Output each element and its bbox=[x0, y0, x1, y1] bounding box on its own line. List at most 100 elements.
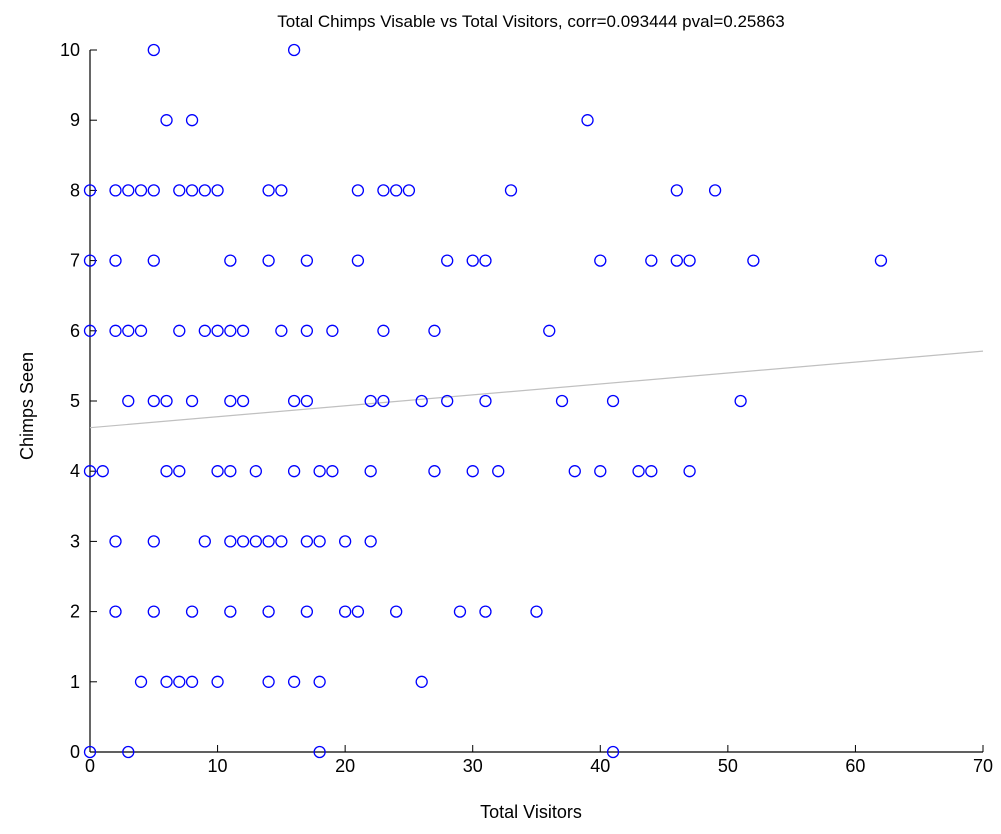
data-point bbox=[173, 184, 186, 197]
data-point bbox=[224, 465, 237, 478]
data-point bbox=[236, 324, 250, 337]
data-point bbox=[683, 465, 696, 478]
data-point bbox=[160, 394, 173, 408]
data-point bbox=[275, 535, 288, 548]
data-point bbox=[530, 605, 543, 618]
data-point bbox=[275, 324, 288, 337]
data-point bbox=[236, 394, 250, 408]
data-point bbox=[300, 394, 314, 408]
data-point bbox=[466, 254, 479, 267]
x-tick-label: 10 bbox=[208, 756, 228, 776]
data-point bbox=[109, 605, 122, 618]
data-point bbox=[122, 745, 135, 759]
data-point bbox=[338, 605, 352, 618]
y-tick-label: 1 bbox=[70, 672, 80, 692]
data-point bbox=[287, 394, 301, 408]
data-point bbox=[364, 394, 377, 408]
data-point bbox=[428, 465, 441, 478]
data-point bbox=[377, 394, 390, 408]
data-point bbox=[351, 184, 365, 197]
data-point bbox=[313, 675, 326, 688]
regression-fit-line bbox=[89, 350, 984, 429]
data-point bbox=[543, 324, 556, 337]
data-point bbox=[453, 605, 467, 618]
data-point bbox=[96, 465, 109, 478]
x-tick-label: 50 bbox=[718, 756, 738, 776]
data-point bbox=[224, 324, 237, 337]
y-tick-label: 8 bbox=[70, 180, 80, 200]
data-point bbox=[224, 605, 237, 618]
fit-line-layer bbox=[89, 350, 984, 429]
data-point bbox=[160, 114, 173, 127]
data-point bbox=[594, 254, 607, 267]
y-tick-label: 4 bbox=[70, 461, 80, 481]
data-point bbox=[479, 605, 492, 618]
data-point bbox=[377, 324, 390, 337]
data-point bbox=[83, 254, 97, 267]
data-point bbox=[351, 254, 365, 267]
data-point bbox=[645, 254, 658, 267]
data-point bbox=[211, 465, 224, 478]
data-point bbox=[504, 184, 518, 197]
data-point bbox=[224, 394, 237, 408]
data-point bbox=[428, 324, 441, 337]
data-point bbox=[568, 465, 581, 478]
data-point bbox=[747, 254, 760, 267]
data-point bbox=[173, 324, 186, 337]
data-point bbox=[326, 324, 339, 337]
data-point bbox=[198, 324, 211, 337]
data-point bbox=[122, 324, 135, 337]
data-point bbox=[236, 535, 250, 548]
data-point bbox=[594, 465, 607, 478]
data-point bbox=[109, 324, 122, 337]
data-point bbox=[581, 114, 594, 127]
data-point bbox=[351, 605, 365, 618]
data-point bbox=[224, 535, 237, 548]
data-point bbox=[708, 184, 722, 197]
data-point bbox=[224, 254, 237, 267]
data-point bbox=[262, 675, 275, 688]
data-point bbox=[198, 535, 211, 548]
data-point bbox=[147, 605, 160, 618]
y-tick-label: 3 bbox=[70, 531, 80, 551]
data-point bbox=[313, 465, 326, 478]
data-point bbox=[606, 394, 620, 408]
y-tick-label: 7 bbox=[70, 251, 80, 271]
data-point bbox=[300, 254, 314, 267]
data-point bbox=[287, 43, 301, 57]
data-point bbox=[377, 184, 390, 197]
data-point bbox=[313, 745, 326, 759]
chart-title: Total Chimps Visable vs Total Visitors, … bbox=[277, 12, 784, 31]
x-tick-label: 70 bbox=[973, 756, 993, 776]
data-point bbox=[122, 394, 135, 408]
data-point bbox=[313, 535, 326, 548]
y-tick-label: 9 bbox=[70, 110, 80, 130]
y-tick-label: 5 bbox=[70, 391, 80, 411]
data-point bbox=[479, 254, 492, 267]
data-point bbox=[109, 254, 122, 267]
data-point bbox=[83, 324, 97, 337]
x-tick-label: 40 bbox=[590, 756, 610, 776]
x-tick-label: 60 bbox=[845, 756, 865, 776]
x-tick-label: 20 bbox=[335, 756, 355, 776]
data-point bbox=[262, 184, 275, 197]
data-point bbox=[134, 675, 148, 688]
data-point bbox=[338, 535, 352, 548]
axes: 0 10 20 30 40 50 60 70 0 1 2 3 4 5 6 7 8 9 10 bbox=[60, 40, 993, 776]
data-point bbox=[185, 675, 199, 688]
data-point bbox=[249, 535, 262, 548]
data-point bbox=[211, 184, 224, 197]
y-tick-label: 0 bbox=[70, 742, 80, 762]
y-tick-label: 10 bbox=[60, 40, 80, 60]
data-point bbox=[134, 324, 148, 337]
data-point bbox=[287, 465, 301, 478]
data-point bbox=[390, 605, 403, 618]
data-point bbox=[402, 184, 416, 197]
x-axis-label: Total Visitors bbox=[480, 802, 582, 822]
data-point bbox=[122, 184, 135, 197]
data-point bbox=[211, 675, 224, 688]
data-point bbox=[874, 254, 888, 267]
data-point bbox=[492, 465, 505, 478]
data-point bbox=[83, 465, 97, 478]
